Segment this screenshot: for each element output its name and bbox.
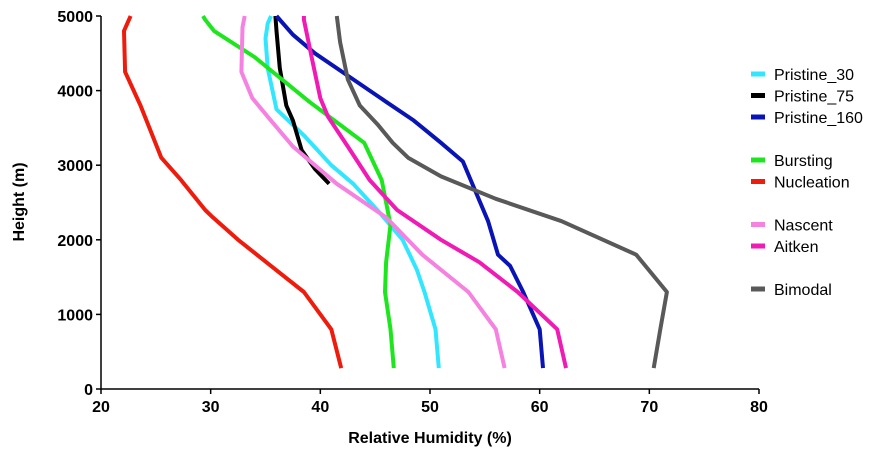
- x-tick-label: 50: [421, 399, 439, 416]
- legend: Pristine_30 Pristine_75 Pristine_160 Bursti…: [742, 60, 878, 299]
- x-tick-label: 80: [750, 399, 768, 416]
- series-line-aitken: [301, 16, 568, 369]
- legend-label-bimodal: Bimodal: [774, 282, 832, 299]
- x-tick-label: 40: [311, 399, 329, 416]
- y-axis-title: Height (m): [11, 162, 28, 241]
- series-line-bursting: [201, 14, 396, 369]
- legend-label-pristine-75: Pristine_75: [774, 89, 854, 106]
- y-tick-label: 1000: [57, 307, 93, 324]
- legend-box: [742, 60, 878, 296]
- series-line-nucleation: [122, 15, 344, 369]
- y-tick-label: 2000: [57, 233, 93, 250]
- x-axis-title: Relative Humidity (%): [348, 430, 512, 447]
- y-tick-label: 3000: [57, 158, 93, 175]
- y-tick-label: 5000: [57, 9, 93, 26]
- y-tick-label: 4000: [57, 84, 93, 101]
- series-line-pristine-160: [274, 14, 545, 369]
- series-line-bimodal: [334, 15, 669, 369]
- y-tick-label: 0: [84, 382, 93, 399]
- series-layer: [122, 14, 669, 369]
- series-line-nascent: [239, 15, 507, 369]
- legend-label-bursting: Bursting: [774, 153, 833, 170]
- legend-label-nascent: Nascent: [774, 218, 833, 235]
- x-ticks: 20 30 40 50 60 70 80: [92, 389, 768, 416]
- y-ticks: 0 1000 2000 3000 4000 5000: [57, 9, 101, 399]
- x-tick-label: 60: [531, 399, 549, 416]
- legend-label-aitken: Aitken: [774, 239, 818, 256]
- x-tick-label: 70: [640, 399, 658, 416]
- legend-label-pristine-160: Pristine_160: [774, 110, 863, 127]
- x-tick-label: 20: [92, 399, 110, 416]
- legend-label-nucleation: Nucleation: [774, 175, 850, 192]
- series-line-pristine-30: [263, 15, 441, 369]
- legend-label-pristine-30: Pristine_30: [774, 67, 854, 84]
- x-tick-label: 30: [202, 399, 220, 416]
